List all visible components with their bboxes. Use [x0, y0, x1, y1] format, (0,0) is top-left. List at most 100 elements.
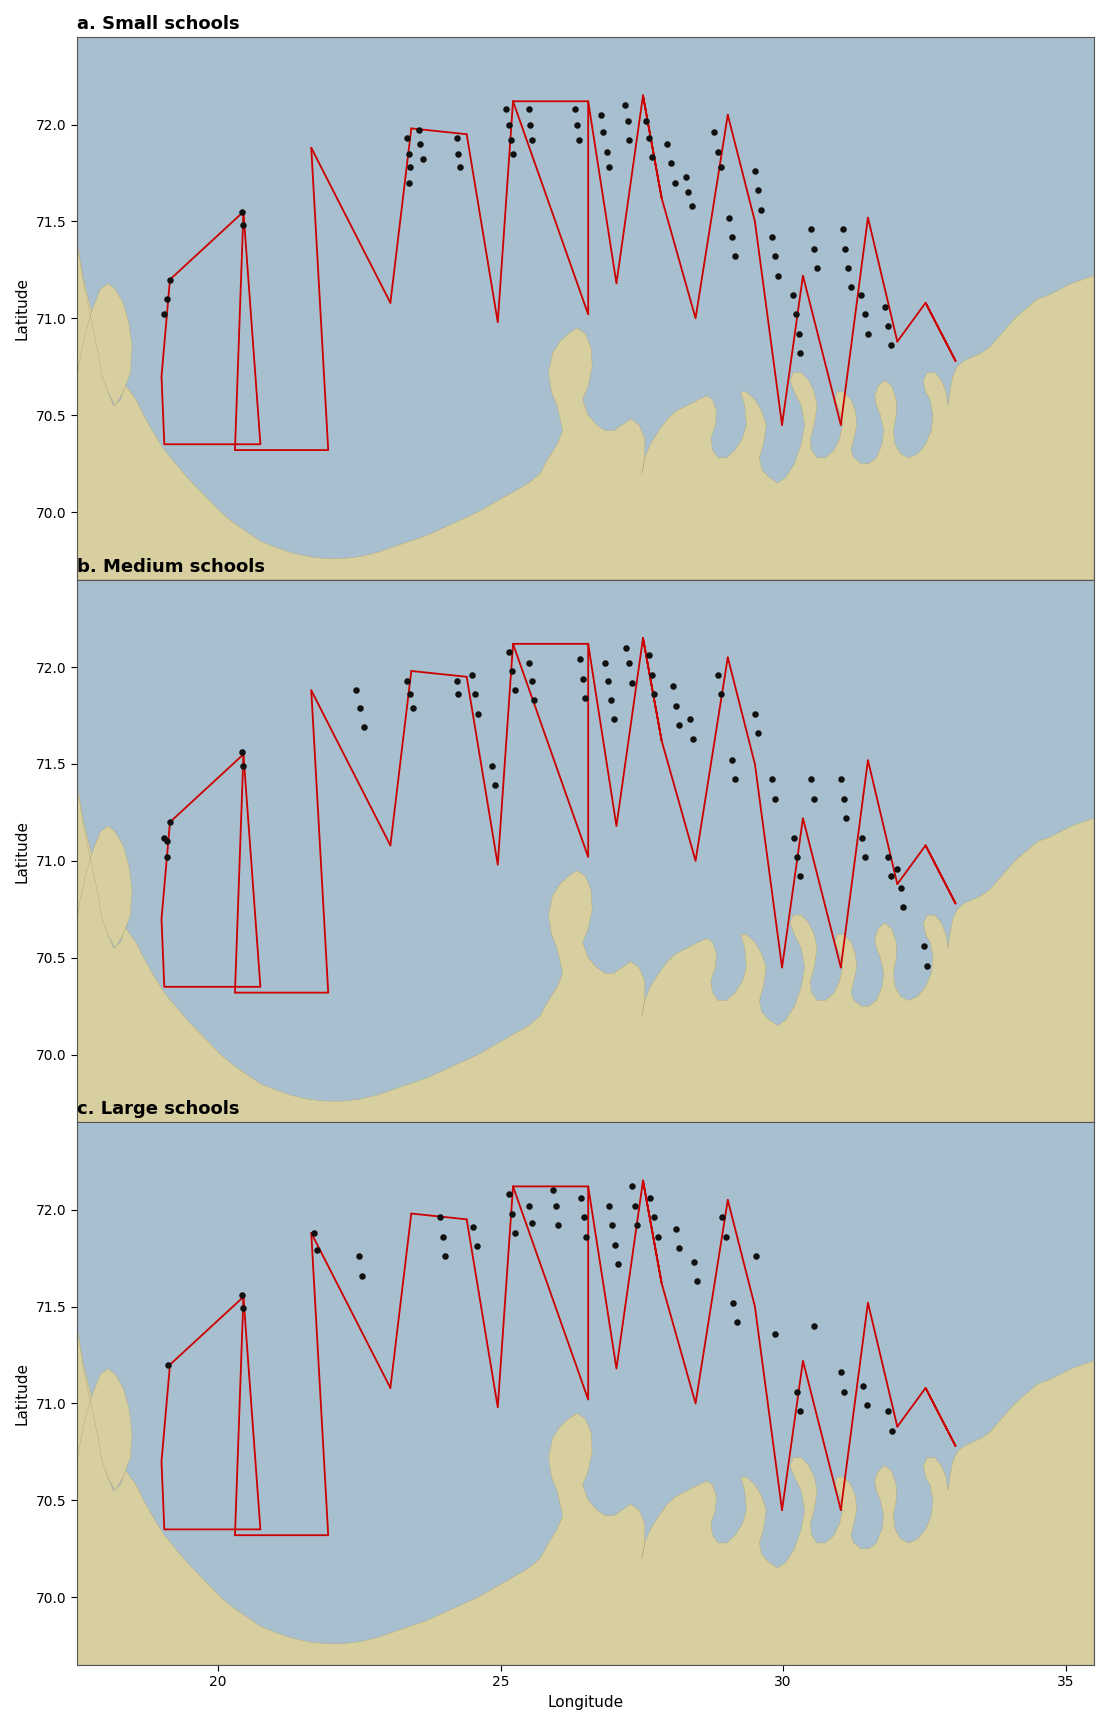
Point — [670, 711, 688, 738]
Point — [161, 266, 179, 293]
Point — [678, 164, 695, 191]
Point — [643, 661, 661, 688]
Point — [350, 1242, 368, 1270]
Point — [766, 243, 784, 271]
Point — [520, 95, 538, 122]
Point — [549, 1211, 567, 1239]
Point — [484, 752, 501, 780]
Point — [520, 649, 538, 676]
Point — [876, 293, 894, 321]
Point — [684, 724, 702, 752]
Point — [448, 124, 466, 152]
Point — [835, 1378, 853, 1406]
Point — [235, 1295, 253, 1323]
Point — [894, 894, 912, 921]
Point — [683, 191, 701, 219]
Point — [878, 1397, 896, 1425]
Point — [627, 1192, 644, 1220]
Point — [409, 117, 427, 145]
Y-axis label: Latitude: Latitude — [16, 278, 30, 340]
Point — [746, 700, 764, 728]
Point — [159, 844, 176, 871]
Point — [500, 1180, 518, 1208]
Point — [599, 668, 617, 695]
Point — [436, 1242, 454, 1270]
Point — [803, 216, 821, 243]
Point — [594, 119, 612, 147]
Point — [398, 124, 416, 152]
Point — [522, 668, 540, 695]
Point — [572, 1185, 590, 1213]
Point — [832, 1359, 849, 1387]
Point — [354, 1261, 372, 1289]
Point — [576, 1204, 593, 1232]
Point — [712, 680, 730, 707]
Point — [486, 771, 503, 799]
Point — [805, 235, 823, 262]
Point — [308, 1237, 326, 1264]
Point — [749, 176, 766, 204]
Polygon shape — [77, 242, 132, 405]
Point — [629, 1211, 647, 1239]
Point — [918, 952, 936, 980]
Point — [233, 738, 251, 766]
Point — [603, 1211, 621, 1239]
Point — [449, 140, 467, 167]
Point — [749, 719, 766, 747]
Point — [355, 714, 373, 742]
Point — [726, 243, 744, 271]
Point — [600, 1192, 618, 1220]
Point — [763, 766, 781, 794]
Point — [547, 1192, 564, 1220]
Point — [747, 1242, 765, 1270]
Point — [786, 300, 804, 328]
Point — [892, 875, 909, 902]
Point — [659, 129, 676, 157]
Point — [617, 91, 634, 119]
Point — [465, 1213, 482, 1240]
Point — [878, 844, 896, 871]
Point — [573, 664, 591, 692]
Point — [667, 692, 684, 719]
Point — [640, 124, 658, 152]
Point — [520, 1192, 538, 1220]
Polygon shape — [77, 1327, 132, 1490]
Point — [568, 110, 586, 138]
Point — [503, 1199, 521, 1226]
Point — [784, 281, 802, 309]
Point — [842, 274, 859, 302]
Point — [916, 932, 934, 959]
Point — [721, 204, 739, 231]
Point — [597, 649, 614, 676]
Point — [160, 1351, 177, 1378]
Point — [685, 1249, 703, 1276]
Point — [469, 700, 487, 728]
Point — [834, 216, 852, 243]
Point — [609, 1251, 627, 1278]
Point — [233, 198, 251, 226]
Polygon shape — [77, 38, 1093, 580]
X-axis label: Longitude: Longitude — [548, 1152, 623, 1168]
Text: a. Small schools: a. Small schools — [77, 16, 240, 33]
Point — [155, 300, 173, 328]
Point — [836, 235, 854, 262]
Point — [803, 766, 821, 794]
Point — [726, 766, 744, 794]
Point — [769, 262, 786, 290]
Point — [464, 661, 481, 688]
Point — [506, 1220, 523, 1247]
Point — [500, 110, 518, 138]
Point — [347, 676, 365, 704]
Point — [788, 844, 806, 871]
Point — [681, 706, 699, 733]
Point — [746, 157, 764, 185]
Point — [621, 126, 639, 154]
Point — [505, 140, 522, 167]
Point — [728, 1308, 745, 1335]
Point — [855, 1371, 873, 1399]
Point — [161, 809, 179, 837]
Point — [159, 828, 176, 856]
Point — [503, 657, 521, 685]
Point — [641, 1185, 659, 1213]
Point — [766, 1320, 784, 1347]
